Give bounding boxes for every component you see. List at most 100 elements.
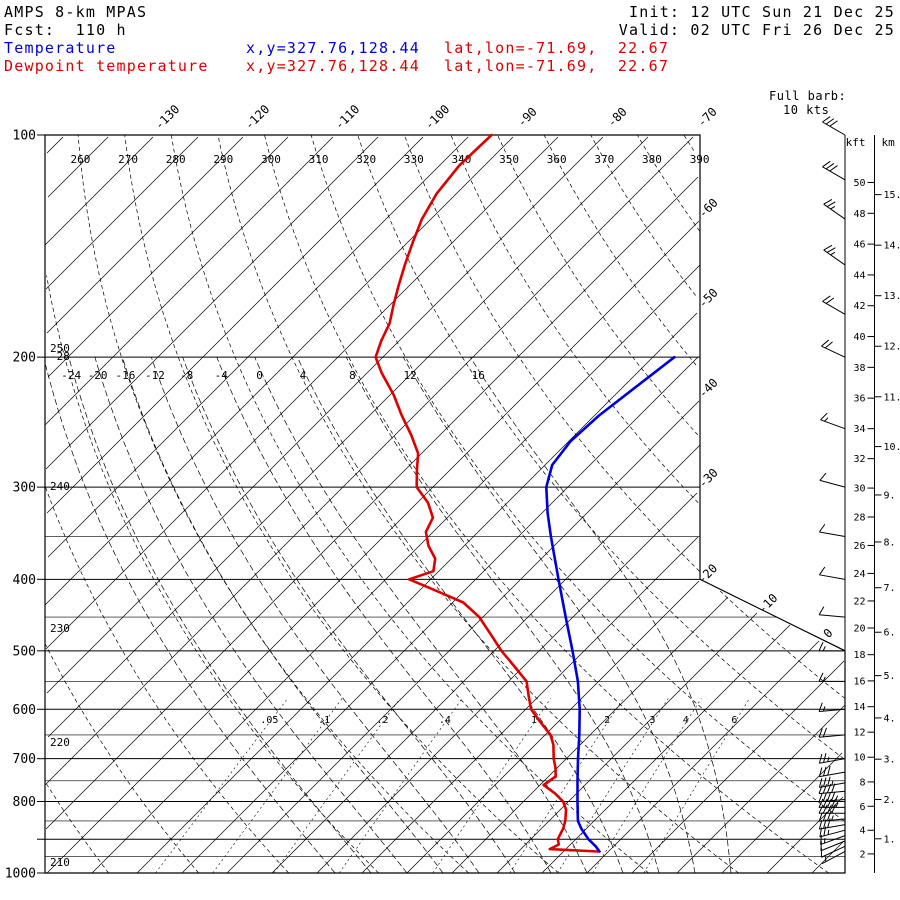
wind-barb-feather [820,835,822,845]
wind-barb-feather [831,791,836,801]
km-label: 6. [884,628,896,639]
dry-adiabat-label: 270 [118,153,138,166]
dry-adiabat-line [310,134,845,822]
isotherm-line [406,580,700,874]
wind-barb-feather [826,798,832,808]
wind-barb-feather [818,792,823,802]
isotherm-label: 0 [821,626,836,641]
isotherm-line [46,220,700,874]
wind-barb-feather [822,295,831,302]
dry-adiabat-label: 210 [50,856,70,869]
wind-barb-half-feather [822,706,826,712]
dry-adiabat-label: 390 [690,153,710,166]
mixing-ratio-line [643,698,750,874]
dry-adiabat-line [683,134,695,151]
isotherm-label: -130 [152,102,182,132]
isotherm-line [47,136,469,558]
dry-adiabat-line [45,644,199,874]
kft-label: 50 [853,178,865,189]
km-label: 1. [884,834,896,845]
moist-adiabat-label: 0 [256,369,263,382]
mixing-ratio-line [432,698,551,874]
wind-barb-feather [819,827,823,838]
isotherm-line [46,136,604,694]
wind-barb-feather [826,201,836,208]
wind-barb-staff [819,574,846,580]
kft-label: 16 [853,676,865,687]
moist-adiabat-line [402,357,696,874]
kft-label: 30 [853,484,865,495]
pressure-label: 1000 [5,867,36,882]
dry-adiabat-line [45,486,289,874]
moist-adiabat-line [68,357,372,874]
dewpoint-curve [374,133,599,853]
moist-adiabat-line [216,357,552,874]
isotherm-label: -20 [695,561,720,586]
kft-label: 6 [859,802,865,813]
dry-adiabat-label: 240 [50,480,70,493]
dewpoint-legend-label: Dewpoint temperature [4,57,209,75]
dry-adiabat-label: 310 [309,153,329,166]
kft-label: 10 [853,753,865,764]
wind-barb-half-feather [824,417,829,422]
wind-barb-feather [818,767,823,777]
temperature-latlon: lat,lon=-71.69, 22.67 [444,39,670,57]
mixing-ratio-label: .1 [318,715,330,726]
pressure-label: 100 [13,129,36,144]
moist-adiabat-line [297,357,624,874]
wind-barb-staff [821,345,846,358]
wind-barb-half-feather [831,780,834,786]
km-label: 9. [884,490,896,501]
wind-barb-feather [822,798,828,808]
moist-adiabat-line [182,357,516,874]
moist-adiabat-label: 16 [472,369,485,382]
wind-barb-feather [829,165,838,172]
isotherm-labels: -130 -120 -110 -100 -90 -80 -70-60-50-40-30-20… [152,102,836,641]
mixing-ratio-label: .4 [439,715,451,726]
isotherm-line [44,136,334,426]
dry-adiabat-line [357,134,845,759]
mixing-ratio-label: 4 [683,715,689,726]
kft-label: 38 [853,363,865,374]
isotherm-label: -120 [242,102,272,132]
wind-barb-feather [822,727,828,738]
isotherm-line [811,840,845,874]
wind-barb-feather [825,118,835,125]
wind-barb-feather [826,247,836,253]
dry-adiabat-label: 350 [499,153,519,166]
dry-adiabat-label: 290 [213,153,233,166]
dry-adiabat-label: 360 [547,153,567,166]
pressure-label: 700 [13,752,36,767]
wind-barb-feather [823,819,827,829]
isotherm-label: -10 [755,591,780,616]
isotherm-line [46,136,64,154]
isotherm-line [721,752,843,874]
km-label: 8. [884,537,896,548]
wind-barb-staff [819,614,846,618]
wind-barb-feather [818,798,824,808]
dry-adiabat-line [543,134,697,366]
kft-label: 12 [853,728,865,739]
kft-label: 26 [853,541,865,552]
isotherm-line [46,136,424,514]
km-axis-title: km [882,136,896,149]
kft-label: 36 [853,394,865,405]
dry-adiabat-label: 340 [452,153,472,166]
moist-adiabat-label: -12 [145,369,165,382]
forecast-hour: Fcst: 110 h [4,21,127,39]
wind-barb-feather [818,642,824,652]
dry-adiabat-line [46,275,379,874]
wind-barb-staff [819,734,846,738]
wind-barb-feather [829,120,838,127]
wind-barb-feather [825,297,835,304]
dry-adiabat-label: 320 [356,153,376,166]
pressure-label: 500 [13,644,36,659]
isotherm-line [45,136,199,290]
wind-barb-feather [822,116,831,123]
isotherm-line [44,136,514,606]
wind-barb-feather [822,804,828,814]
wind-barb-feather [818,728,823,738]
altitude-axis-labels: 2468101214161820222426283032343638404244… [846,136,900,860]
wind-barb-half-feather [830,251,836,256]
dry-adiabat-line [403,134,846,699]
